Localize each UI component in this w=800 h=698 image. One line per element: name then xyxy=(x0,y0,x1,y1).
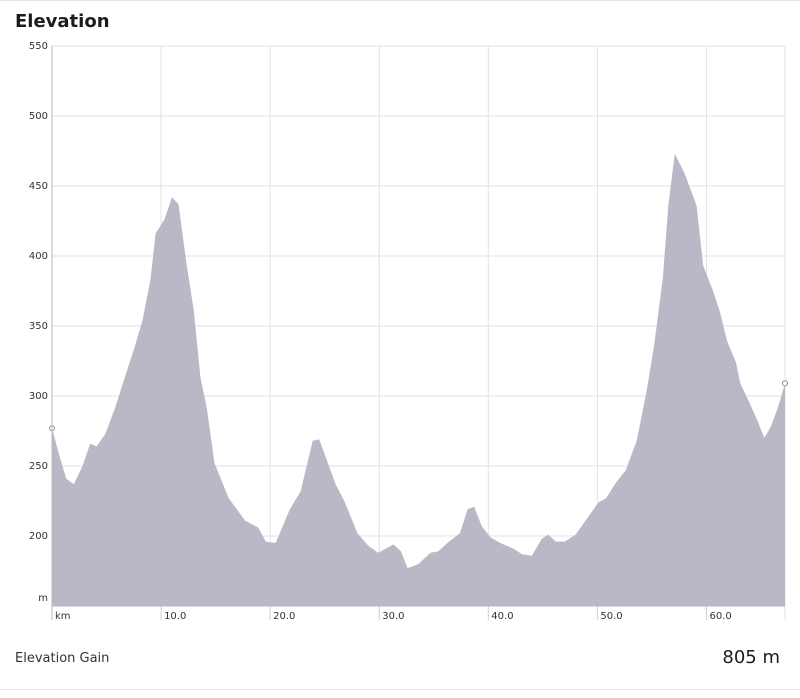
y-tick-label: 250 xyxy=(29,461,48,472)
chart: 200 250 300 350 400 450 500 550 10.0 20.0 30.0 40.0… xyxy=(29,41,788,622)
x-tick-label: 20.0 xyxy=(273,611,295,622)
chart-title: Elevation xyxy=(15,11,110,32)
x-tick-label: 30.0 xyxy=(382,611,404,622)
summary-row: Elevation Gain 805 m xyxy=(0,633,800,690)
y-tick-label: 550 xyxy=(29,41,48,52)
x-tick-label: 50.0 xyxy=(600,611,622,622)
y-tick-label: 500 xyxy=(29,111,48,122)
stat-label: Elevation Gain xyxy=(15,651,110,666)
elevation-area xyxy=(52,153,785,607)
y-tick-label: 350 xyxy=(29,321,48,332)
y-tick-label: 200 xyxy=(29,531,48,542)
y-unit-label: m xyxy=(38,593,48,604)
x-tick-label: 60.0 xyxy=(709,611,731,622)
x-tick-label: 40.0 xyxy=(491,611,513,622)
x-tick-label: 10.0 xyxy=(164,611,186,622)
x-unit-label: km xyxy=(55,611,71,622)
y-tick-label: 450 xyxy=(29,181,48,192)
endpoint-marker xyxy=(782,380,788,387)
y-tick-label: 300 xyxy=(29,391,48,402)
stat-value: 805 m xyxy=(722,647,780,668)
y-tick-label: 400 xyxy=(29,251,48,262)
